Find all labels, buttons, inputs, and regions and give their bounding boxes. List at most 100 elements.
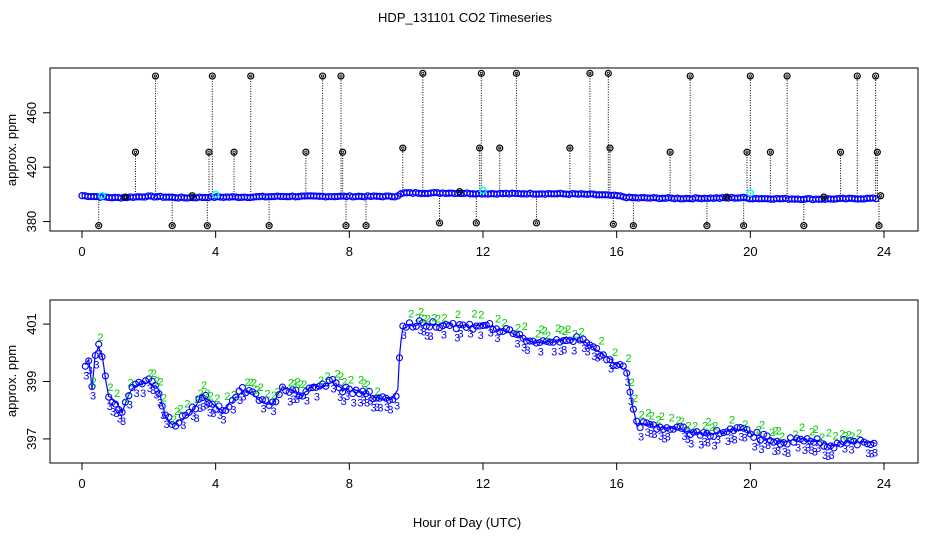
series-point <box>629 405 637 413</box>
marker-label-3: 3 <box>698 439 704 451</box>
marker-label-2: 2 <box>792 429 798 441</box>
marker-label-3: 3 <box>458 329 464 341</box>
outlier-inner <box>822 195 826 199</box>
marker-label-2: 2 <box>361 378 367 390</box>
series-point <box>529 337 537 345</box>
marker-label-3: 3 <box>815 443 821 455</box>
series-point <box>81 362 89 370</box>
outlier-inner <box>479 71 483 75</box>
marker-label-2: 2 <box>779 431 785 443</box>
marker-label-3: 3 <box>240 392 246 404</box>
outlier-inner <box>611 222 615 226</box>
marker-label-3: 3 <box>782 447 788 459</box>
series-point <box>689 428 698 436</box>
outlier-inner <box>874 74 878 78</box>
marker-label-2: 2 <box>127 377 133 389</box>
marker-label-2: 2 <box>147 368 153 380</box>
marker-label-3: 3 <box>828 450 834 462</box>
outlier-point <box>532 219 541 227</box>
series-point <box>292 386 300 394</box>
x-tick-label: 24 <box>877 476 891 491</box>
series-point <box>91 351 99 360</box>
series-point <box>476 322 484 330</box>
marker-label-3: 3 <box>558 346 564 358</box>
marker-label-2: 2 <box>264 389 270 401</box>
outlier-inner <box>631 224 635 228</box>
outlier-inner <box>97 224 101 228</box>
marker-label-3: 3 <box>715 435 721 447</box>
marker-label-3: 3 <box>785 448 791 460</box>
series-point <box>325 376 333 384</box>
marker-label-2: 2 <box>515 323 521 335</box>
series-point <box>649 421 657 429</box>
series-point <box>830 444 838 452</box>
series-point <box>422 322 430 330</box>
outlier-point <box>151 72 160 80</box>
marker-label-2: 2 <box>348 375 354 387</box>
series-point <box>586 341 594 349</box>
series-point <box>295 392 303 400</box>
series-point <box>753 428 761 436</box>
outlier-inner <box>514 71 519 75</box>
marker-label-2: 2 <box>248 377 254 389</box>
series-point <box>636 424 644 432</box>
outlier-inner <box>748 74 752 78</box>
series-point <box>178 412 186 420</box>
marker-label-3: 3 <box>468 328 474 340</box>
series-point <box>472 322 480 330</box>
series-point <box>409 323 417 331</box>
series-point <box>135 378 143 386</box>
outlier-inner <box>768 150 772 154</box>
series-point <box>716 429 724 437</box>
series-point <box>312 383 320 391</box>
marker-label-3: 3 <box>401 330 407 342</box>
outlier-point <box>606 144 614 152</box>
marker-label-3: 3 <box>802 445 808 457</box>
marker-label-2: 2 <box>522 321 528 333</box>
marker-label-2: 2 <box>706 417 712 429</box>
marker-label-2: 2 <box>843 431 849 443</box>
series-point <box>215 402 223 410</box>
series-point <box>870 439 878 447</box>
series-point <box>659 425 667 433</box>
x-tick-label: 16 <box>609 476 623 491</box>
marker-label-3: 3 <box>357 398 363 410</box>
marker-label-2: 2 <box>455 309 461 321</box>
marker-label-3: 3 <box>645 427 651 439</box>
marker-label-3: 3 <box>758 444 764 456</box>
outlier-point <box>877 192 885 200</box>
marker-label-3: 3 <box>865 448 871 460</box>
series-point <box>298 392 307 400</box>
marker-label-3: 3 <box>260 404 266 416</box>
marker-label-3: 3 <box>364 398 370 410</box>
marker-label-3: 3 <box>87 365 93 377</box>
x-axis-label: Hour of Day (UTC) <box>413 515 521 530</box>
series-point <box>165 413 173 421</box>
series-point <box>101 372 109 380</box>
series-point <box>532 339 541 347</box>
marker-label-2: 2 <box>425 313 431 325</box>
marker-label-3: 3 <box>728 433 734 445</box>
series-point <box>489 325 497 334</box>
outlier-point <box>121 193 130 201</box>
marker-label-2: 2 <box>809 427 815 439</box>
highlight-point <box>746 189 755 197</box>
outlier-point <box>477 69 485 77</box>
marker-label-2: 2 <box>629 377 635 389</box>
marker-label-2: 2 <box>645 408 651 420</box>
series-point <box>837 440 845 448</box>
x-tick-label: 20 <box>743 476 757 491</box>
marker-label-2: 2 <box>91 376 97 388</box>
series-point <box>509 330 517 338</box>
marker-label-2: 2 <box>799 422 805 434</box>
series-point <box>786 434 794 442</box>
marker-label-3: 3 <box>93 360 99 372</box>
marker-label-2: 2 <box>655 414 661 426</box>
series-point <box>395 354 404 362</box>
marker-label-3: 3 <box>210 408 216 420</box>
marker-label-2: 2 <box>288 378 294 390</box>
x-tick-label: 4 <box>212 244 219 259</box>
outlier-inner <box>478 146 482 150</box>
series-point <box>867 441 875 449</box>
marker-label-3: 3 <box>367 396 373 408</box>
